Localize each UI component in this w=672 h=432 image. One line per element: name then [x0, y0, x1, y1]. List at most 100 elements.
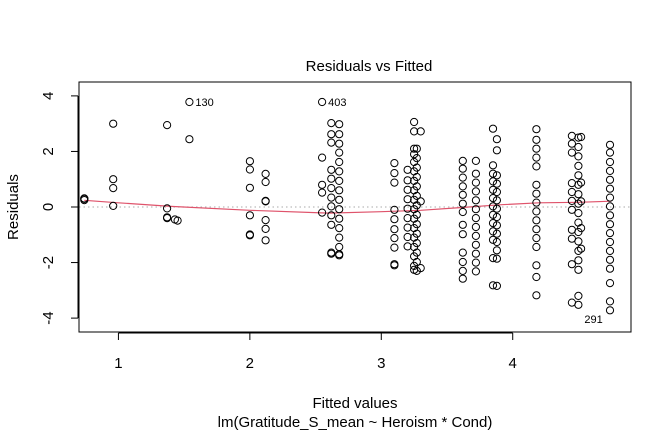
- x-tick-label: 3: [377, 355, 385, 372]
- residual-point: [574, 180, 583, 189]
- residual-point: [532, 135, 541, 144]
- residual-point: [335, 233, 344, 242]
- y-tick-label: 4: [40, 92, 57, 100]
- residual-point: [403, 195, 412, 204]
- residual-point: [532, 207, 541, 216]
- residual-point: [335, 242, 344, 252]
- residual-point: [412, 229, 421, 238]
- residual-point: [532, 261, 541, 270]
- residual-point: [574, 246, 583, 255]
- residual-point: [488, 281, 498, 290]
- residual-point: [532, 234, 541, 243]
- residual-point: [458, 266, 467, 275]
- residual-point: [605, 184, 615, 193]
- residual-point: [605, 237, 615, 247]
- residual-point: [471, 214, 480, 223]
- residual-point: [605, 297, 615, 306]
- residual-point: [335, 195, 344, 204]
- residual-point: [109, 201, 118, 210]
- residual-point: [605, 220, 615, 229]
- residual-point: [458, 199, 467, 208]
- residual-point: [163, 121, 172, 130]
- residual-point: [327, 138, 336, 147]
- residual-point: [577, 132, 586, 142]
- residual-point: [492, 179, 501, 188]
- residual-point: [471, 258, 480, 267]
- residual-point: [574, 152, 583, 161]
- residual-point: [532, 162, 541, 171]
- residual-point: [245, 211, 254, 220]
- lowess-smoother-line: [84, 199, 612, 214]
- residual-point: [335, 130, 344, 139]
- residual-point: [574, 190, 583, 199]
- residual-point: [492, 171, 501, 180]
- residual-point: [488, 161, 498, 170]
- y-tick-label: 0: [40, 203, 57, 211]
- residual-point: [532, 216, 541, 225]
- residual-point: [80, 194, 89, 203]
- residual-point: [327, 193, 336, 202]
- residual-point: [412, 144, 421, 153]
- residual-point: [403, 204, 412, 213]
- residual-point: [471, 267, 480, 276]
- residual-point: [403, 176, 412, 185]
- residual-point: [492, 212, 501, 222]
- residual-point: [412, 248, 421, 257]
- residual-point: [532, 125, 541, 134]
- residual-point: [261, 236, 270, 245]
- residual-point: [488, 202, 498, 211]
- residual-point: [567, 139, 577, 148]
- residual-point: [335, 186, 344, 195]
- residual-point: [488, 124, 498, 133]
- residual-point: [416, 264, 425, 273]
- residual-point: [245, 231, 254, 240]
- residual-point: [574, 265, 583, 274]
- residual-point: [488, 219, 498, 228]
- residual-point: [412, 257, 421, 267]
- residual-point: [532, 144, 541, 153]
- residual-point: [574, 291, 583, 300]
- residual-point: [605, 202, 615, 211]
- residual-point: [412, 210, 421, 219]
- residual-point: [492, 204, 501, 213]
- residual-point: [318, 188, 327, 197]
- residual-point: [605, 140, 615, 149]
- residual-point: [574, 161, 583, 170]
- residual-point: [577, 244, 586, 253]
- outlier-label: 403: [328, 97, 346, 109]
- residual-point: [390, 159, 399, 168]
- model-formula-subtitle: lm(Gratitude_S_mean ~ Heroism * Cond): [218, 414, 493, 431]
- residual-point: [471, 240, 480, 249]
- residual-point: [574, 300, 583, 309]
- residual-point: [488, 210, 498, 219]
- residual-point: [327, 249, 336, 258]
- residual-point: [458, 220, 467, 229]
- residual-point: [318, 180, 327, 189]
- residual-point: [488, 185, 498, 194]
- residual-point: [416, 197, 425, 206]
- residual-point: [471, 249, 480, 258]
- residual-point: [109, 184, 118, 193]
- residual-point: [605, 279, 615, 288]
- residual-point: [471, 196, 480, 205]
- residual-point: [335, 167, 344, 176]
- residual-point: [390, 234, 399, 243]
- residual-point: [458, 230, 467, 239]
- residual-point: [416, 127, 425, 136]
- point-labels-layer: 130 403 291: [195, 97, 602, 326]
- residual-point: [471, 187, 480, 196]
- residual-point: [488, 235, 498, 244]
- residual-point: [109, 119, 118, 128]
- residual-point: [458, 173, 467, 182]
- residual-point: [577, 178, 586, 187]
- residual-point: [412, 220, 421, 229]
- residual-point: [327, 174, 336, 183]
- residual-point: [532, 189, 541, 198]
- residual-point: [492, 187, 501, 197]
- residual-point: [390, 215, 399, 224]
- residual-point: [390, 261, 399, 270]
- residual-point: [492, 237, 501, 247]
- residual-point: [577, 224, 586, 233]
- residual-point: [412, 182, 421, 191]
- residual-point: [335, 139, 344, 148]
